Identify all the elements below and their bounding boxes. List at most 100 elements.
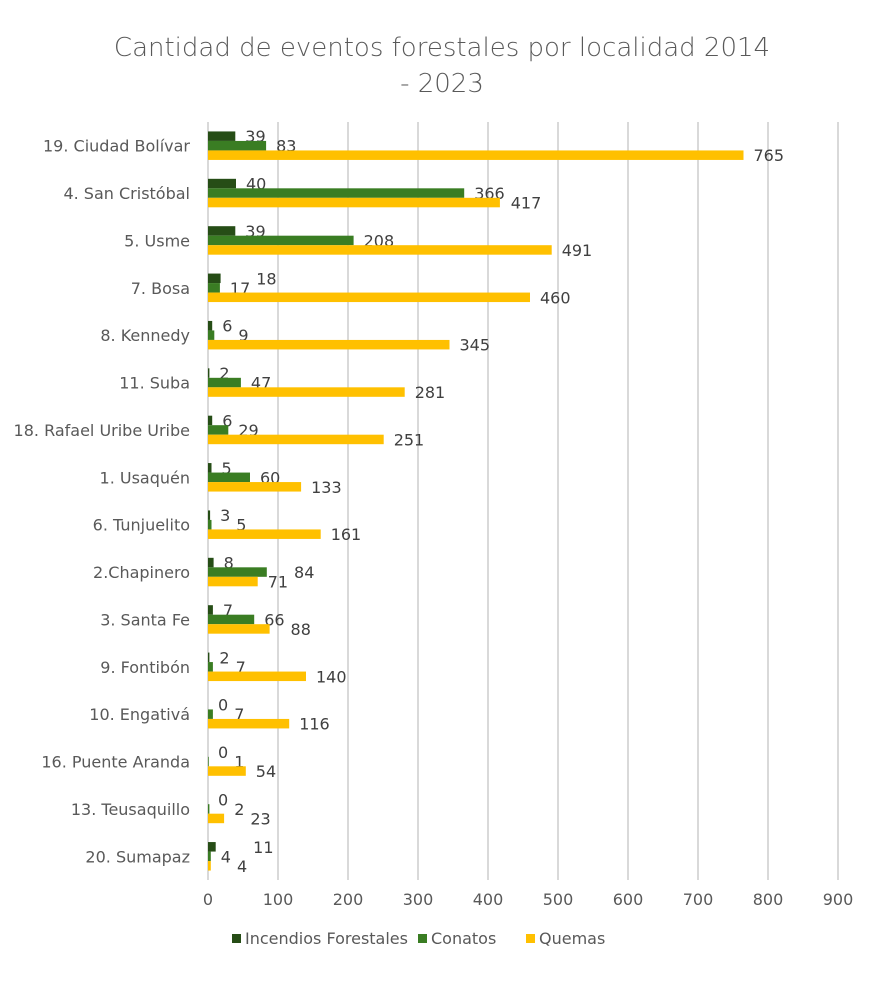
bar-incendios-forestales <box>208 368 210 378</box>
bar-conatos <box>208 662 213 672</box>
data-label: 9 <box>238 326 248 345</box>
bar-conatos <box>208 709 213 719</box>
bar-conatos <box>208 804 210 814</box>
bar-incendios-forestales <box>208 178 236 189</box>
bar-incendios-forestales <box>208 226 236 236</box>
bar-incendios-forestales <box>208 652 210 663</box>
bar-conatos <box>208 519 212 530</box>
bar-conatos <box>208 425 229 435</box>
data-label: 345 <box>460 336 491 355</box>
data-label: 460 <box>540 288 571 307</box>
bar-quemas <box>208 861 211 871</box>
data-label: 2 <box>219 364 229 383</box>
bar-incendios-forestales <box>208 131 236 141</box>
category-label: 4. San Cristóbal <box>63 184 190 203</box>
data-label: 7 <box>223 601 233 620</box>
data-label: 417 <box>511 194 542 213</box>
bar-incendios-forestales <box>208 557 214 568</box>
chart-title-line-2: - 2023 <box>400 69 484 99</box>
bar-quemas <box>208 292 530 303</box>
data-label: 281 <box>415 383 446 402</box>
bar-conatos <box>208 140 267 151</box>
data-label: 84 <box>294 563 314 582</box>
data-label: 0 <box>218 790 228 809</box>
data-label: 161 <box>331 525 362 544</box>
data-label: 11 <box>253 838 273 857</box>
bar-incendios-forestales <box>208 463 212 473</box>
bar-conatos <box>208 188 465 198</box>
legend-swatch <box>418 934 427 943</box>
bar-conatos <box>208 567 267 577</box>
category-label: 11. Suba <box>119 374 190 393</box>
category-label: 8. Kennedy <box>100 326 190 345</box>
data-label: 7 <box>234 705 244 724</box>
data-label: 116 <box>299 715 330 734</box>
data-label: 1 <box>234 753 244 772</box>
x-tick-label: 400 <box>473 890 504 909</box>
category-label: 2.Chapinero <box>93 563 190 582</box>
bar-conatos <box>208 330 215 340</box>
chart-title-line-1: Cantidad de eventos forestales por local… <box>113 33 771 63</box>
bar-quemas <box>208 339 450 350</box>
x-tick-label: 0 <box>203 890 213 909</box>
bar-incendios-forestales <box>208 842 216 852</box>
data-label: 6 <box>222 411 232 430</box>
category-label: 13. Teusaquillo <box>71 800 190 819</box>
x-tick-label: 500 <box>543 890 574 909</box>
category-label: 19. Ciudad Bolívar <box>43 137 190 156</box>
category-label: 1. Usaquén <box>100 468 190 487</box>
category-label: 3. Santa Fe <box>100 610 190 629</box>
category-label: 18. Rafael Uribe Uribe <box>14 421 190 440</box>
x-tick-label: 800 <box>753 890 784 909</box>
bar-conatos <box>208 614 255 625</box>
data-label: 140 <box>316 667 347 686</box>
bar-quemas <box>208 671 306 682</box>
data-label: 18 <box>256 269 276 288</box>
data-label: 23 <box>250 809 270 828</box>
data-label: 8 <box>224 554 234 573</box>
data-label: 0 <box>218 743 228 762</box>
category-label: 16. Puente Aranda <box>41 753 190 772</box>
data-label: 71 <box>268 573 288 592</box>
bar-incendios-forestales <box>208 605 213 615</box>
bar-quemas <box>208 529 321 539</box>
bar-incendios-forestales <box>208 320 213 331</box>
data-label: 88 <box>291 620 311 639</box>
bar-incendios-forestales <box>208 415 213 426</box>
bar-incendios-forestales <box>208 273 221 284</box>
data-label: 4 <box>237 857 247 876</box>
bar-quemas <box>208 718 290 729</box>
data-label: 0 <box>218 696 228 715</box>
bar-conatos <box>208 283 220 293</box>
bar-incendios-forestales <box>208 510 211 520</box>
category-label: 6. Tunjuelito <box>93 516 190 535</box>
legend-label: Quemas <box>539 929 605 948</box>
data-label: 7 <box>236 658 246 677</box>
bar-conatos <box>208 377 241 388</box>
legend-swatch <box>526 934 535 943</box>
data-label: 5 <box>222 459 232 478</box>
bar-quemas <box>208 150 744 160</box>
data-label: 2 <box>234 800 244 819</box>
bar-quemas <box>208 766 246 776</box>
bar-quemas <box>208 624 270 634</box>
legend-swatch <box>232 934 241 943</box>
x-tick-label: 300 <box>403 890 434 909</box>
category-label: 9. Fontibón <box>100 658 190 677</box>
data-label: 6 <box>222 317 232 336</box>
bar-quemas <box>208 434 384 445</box>
category-label: 10. Engativá <box>89 705 190 724</box>
data-label: 3 <box>220 506 230 525</box>
data-label: 765 <box>754 146 785 165</box>
x-tick-label: 900 <box>823 890 854 909</box>
category-label: 7. Bosa <box>131 279 190 298</box>
bar-quemas <box>208 482 302 492</box>
data-label: 251 <box>394 430 425 449</box>
x-tick-label: 700 <box>683 890 714 909</box>
bar-quemas <box>208 576 258 587</box>
legend-label: Conatos <box>431 929 496 948</box>
x-tick-label: 600 <box>613 890 644 909</box>
bar-conatos <box>208 851 211 862</box>
bar-conatos <box>208 235 354 246</box>
